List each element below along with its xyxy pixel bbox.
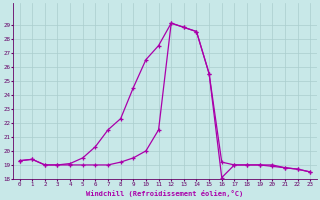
X-axis label: Windchill (Refroidissement éolien,°C): Windchill (Refroidissement éolien,°C) [86, 190, 244, 197]
